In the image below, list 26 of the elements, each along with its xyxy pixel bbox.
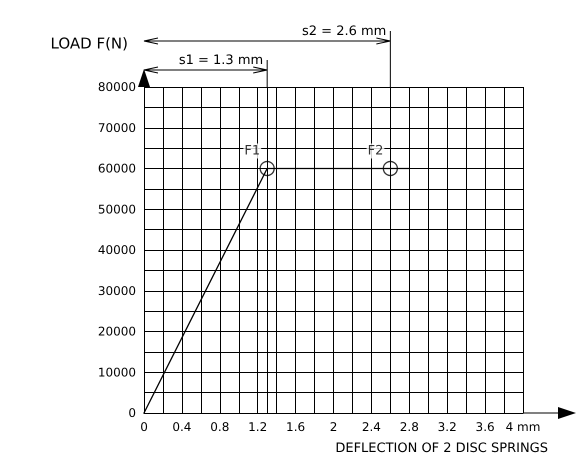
x-tick-label: 2.4 [362,420,381,434]
y-axis-title: LOAD F(N) [50,34,128,52]
x-tick-label: 0 [140,420,148,434]
annotation: F2 [368,144,384,158]
x-tick-label: 3.2 [438,420,457,434]
y-tick-label: 70000 [98,120,136,135]
y-tick-label: 50000 [98,202,136,216]
y-tick-label: 0 [128,406,136,420]
ref-line-label: s2 = 2.6 mm [302,24,386,39]
x-tick-label: 0.4 [172,420,192,434]
x-tick-label: 2.8 [400,420,419,434]
y-tick-label: 80000 [98,80,136,94]
ref-line-label: s1 = 1.3 mm [178,53,264,68]
y-tick-label: 20000 [98,324,136,338]
y-tick-label: 30000 [98,284,136,298]
x-tick-label: 2 [330,420,338,434]
x-axis-title: DEFLECTION OF 2 DISC SPRINGS [335,441,548,456]
y-tick-label: 60000 [98,162,136,176]
y-tick-label: 40000 [98,243,136,257]
x-tick-label: 1.6 [286,420,306,434]
y-tick-label: 10000 [98,365,136,380]
x-tick-label: 0.8 [210,420,230,434]
x-tick-label: 4 mm [506,420,540,434]
x-tick-label: 1.2 [248,420,268,434]
annotation: F1 [244,144,260,158]
x-tick-label: 3.6 [476,420,495,434]
